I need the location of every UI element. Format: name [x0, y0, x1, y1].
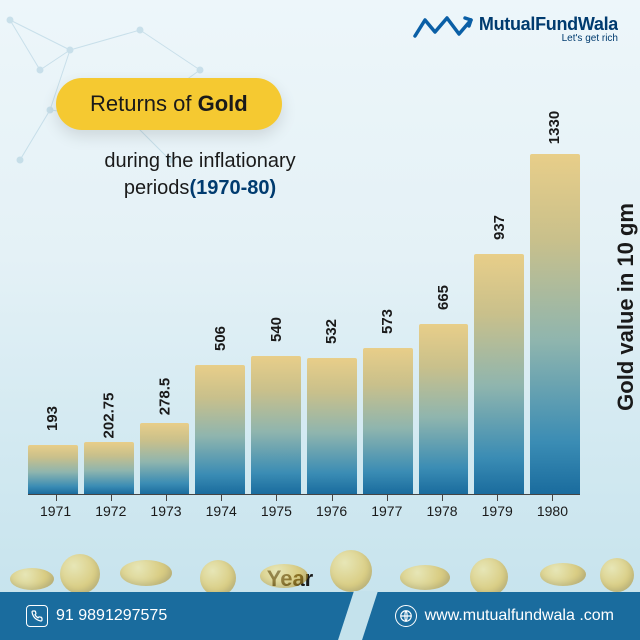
bar-value: 202.75	[100, 393, 117, 439]
footer: 91 9891297575 www.mutualfundwala .com	[0, 592, 640, 640]
bar-value: 278.5	[156, 378, 173, 416]
bar-1974: 506	[195, 330, 245, 494]
logo-icon	[413, 14, 473, 40]
bar-rect	[28, 445, 78, 494]
bar-value: 193	[44, 406, 61, 431]
bar-1973: 278.5	[140, 388, 190, 494]
brand-name: MutualFundWala	[479, 14, 618, 35]
phone-icon	[26, 605, 48, 627]
bar-rect	[419, 324, 469, 494]
bar-1971: 193	[28, 410, 78, 494]
bar-1978: 665	[419, 289, 469, 494]
bar-1976: 532	[307, 323, 357, 494]
bar-chart: 193202.75278.55065405325736659371330 197…	[28, 112, 580, 522]
bar-value: 532	[323, 319, 340, 344]
bar-rect	[530, 154, 580, 494]
bar-value: 937	[491, 215, 508, 240]
bar-rect	[251, 356, 301, 494]
bar-rect	[195, 365, 245, 494]
globe-icon	[395, 605, 417, 627]
bar-value: 506	[212, 326, 229, 351]
site-text: www.mutualfundwala .com	[425, 607, 614, 625]
bar-value: 573	[379, 309, 396, 334]
footer-phone: 91 9891297575	[0, 605, 167, 627]
bar-1977: 573	[363, 313, 413, 494]
phone-text: 91 9891297575	[56, 607, 167, 625]
bar-1979: 937	[474, 219, 524, 494]
y-axis-label: Gold value in 10 gm	[613, 203, 639, 411]
bar-rect	[363, 348, 413, 494]
bar-rect	[84, 442, 134, 494]
bar-value: 540	[268, 317, 285, 342]
bar-rect	[140, 423, 190, 494]
bar-value: 665	[435, 285, 452, 310]
bar-rect	[307, 358, 357, 494]
bar-1980: 1330	[530, 119, 580, 494]
brand-logo: MutualFundWala Let's get rich	[413, 14, 618, 44]
footer-site: www.mutualfundwala .com	[369, 605, 614, 627]
coins-decor	[0, 516, 640, 596]
bar-rect	[474, 254, 524, 494]
bar-1975: 540	[251, 321, 301, 494]
bar-value: 1330	[547, 111, 564, 144]
bar-1972: 202.75	[84, 407, 134, 494]
